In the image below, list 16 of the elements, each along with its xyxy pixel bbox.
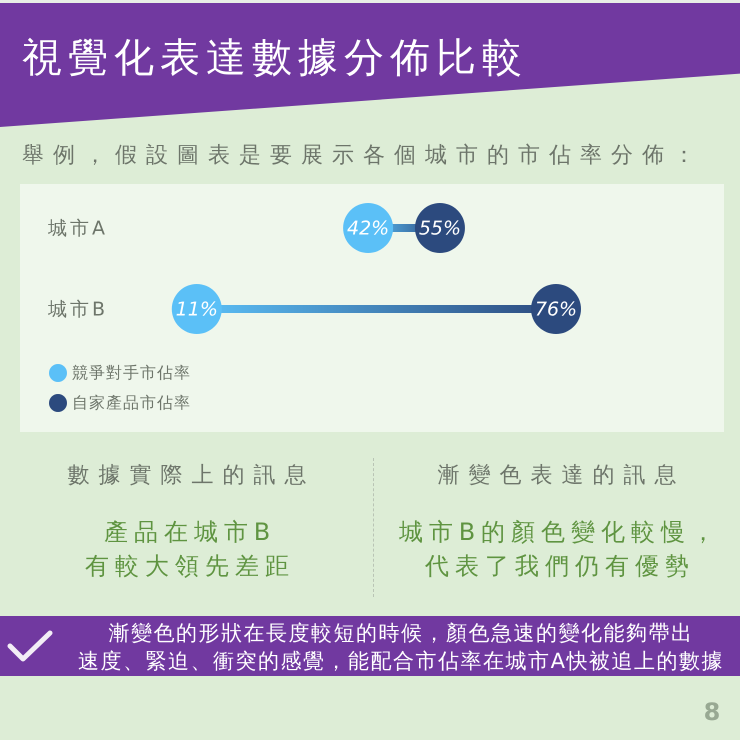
legend-label: 自家產品市佔率 — [72, 392, 191, 414]
data-label: 55% — [418, 218, 462, 240]
text: 產品在城市B有較大領先差距 — [85, 518, 295, 580]
text: 漸變色的形狀在長度較短的時候，顏色急速的變化能夠帶出速度、緊迫、衝突的感覺，能配合市佔率在城市A快被追上的數據 — [78, 621, 724, 673]
legend-label: 競爭對手市佔率 — [72, 362, 191, 384]
data-label: 42% — [346, 218, 390, 240]
text: 數據實際上的訊息 — [66, 462, 316, 490]
text: 漸變色表達的訊息 — [436, 462, 686, 490]
data-label: 11% — [176, 298, 218, 321]
text: 8 — [702, 698, 722, 726]
data-label: 76% — [534, 298, 578, 321]
text: 城市B的顏色變化較慢，代表了我們仍有優勢 — [398, 518, 722, 580]
y-tick-label: 城市B — [47, 298, 108, 321]
chart-title: 視覺化表達數據分佈比較 — [22, 35, 528, 81]
y-tick-label: 城市A — [47, 218, 108, 240]
chart-subtitle: 舉例，假設圖表是要展示各個城市的市佔率分佈： — [22, 143, 704, 169]
